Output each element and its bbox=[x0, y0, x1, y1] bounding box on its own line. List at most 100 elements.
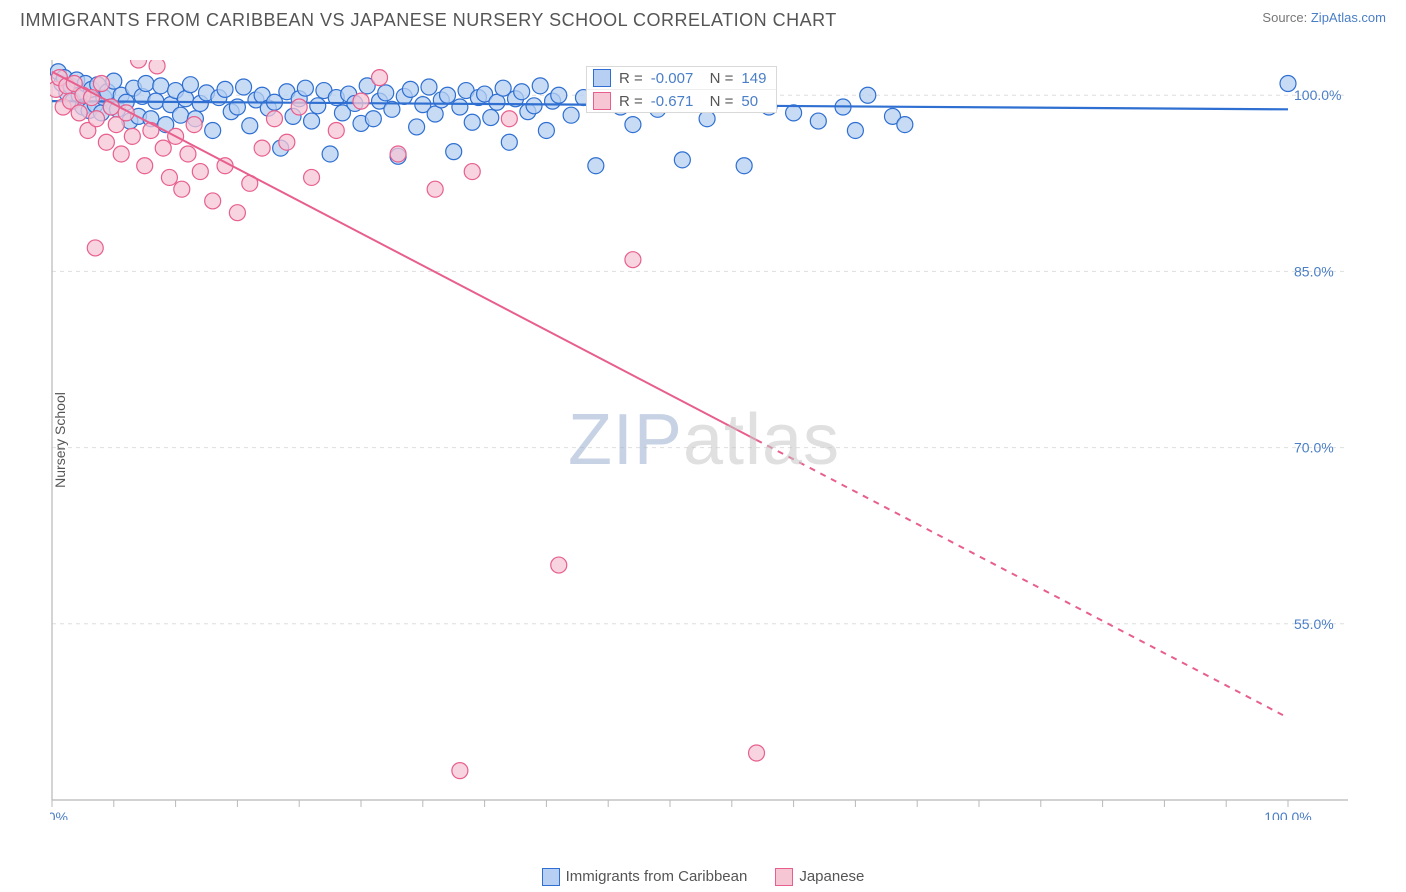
legend-r-value: -0.671 bbox=[651, 93, 694, 110]
data-point-caribbean bbox=[217, 81, 233, 97]
data-point-caribbean bbox=[452, 99, 468, 115]
data-point-japanese bbox=[390, 146, 406, 162]
data-point-japanese bbox=[143, 122, 159, 138]
data-point-japanese bbox=[291, 99, 307, 115]
data-point-caribbean bbox=[304, 113, 320, 129]
data-point-caribbean bbox=[440, 87, 456, 103]
data-point-japanese bbox=[161, 169, 177, 185]
data-point-caribbean bbox=[810, 113, 826, 129]
legend-swatch-japanese bbox=[593, 92, 611, 110]
data-point-japanese bbox=[205, 193, 221, 209]
legend-n-label: N = bbox=[701, 93, 733, 110]
data-point-caribbean bbox=[242, 118, 258, 134]
data-point-japanese bbox=[113, 146, 129, 162]
data-point-caribbean bbox=[409, 119, 425, 135]
legend-swatch-caribbean bbox=[542, 868, 560, 886]
legend-item-caribbean: Immigrants from Caribbean bbox=[542, 868, 748, 886]
data-point-japanese bbox=[180, 146, 196, 162]
data-point-caribbean bbox=[421, 79, 437, 95]
data-point-caribbean bbox=[538, 122, 554, 138]
data-point-japanese bbox=[71, 105, 87, 121]
data-point-japanese bbox=[131, 60, 147, 68]
data-point-caribbean bbox=[674, 152, 690, 168]
data-point-japanese bbox=[427, 181, 443, 197]
data-point-japanese bbox=[88, 111, 104, 127]
legend-n-value: 50 bbox=[741, 93, 758, 110]
data-point-caribbean bbox=[1280, 75, 1296, 91]
regression-line-japanese bbox=[52, 72, 757, 440]
data-point-caribbean bbox=[378, 85, 394, 101]
y-tick-label: 70.0% bbox=[1294, 440, 1334, 456]
data-point-japanese bbox=[93, 75, 109, 91]
source-label: Source: bbox=[1262, 10, 1307, 25]
data-point-caribbean bbox=[514, 84, 530, 100]
legend-n-value: 149 bbox=[741, 70, 766, 87]
data-point-caribbean bbox=[847, 122, 863, 138]
data-point-japanese bbox=[625, 252, 641, 268]
y-tick-label: 55.0% bbox=[1294, 616, 1334, 632]
legend-r-label: R = bbox=[619, 93, 643, 110]
legend-r-label: R = bbox=[619, 70, 643, 87]
data-point-caribbean bbox=[322, 146, 338, 162]
data-point-caribbean bbox=[588, 158, 604, 174]
data-point-japanese bbox=[279, 134, 295, 150]
data-point-caribbean bbox=[897, 117, 913, 133]
data-point-japanese bbox=[372, 70, 388, 86]
data-point-japanese bbox=[551, 557, 567, 573]
data-point-japanese bbox=[174, 181, 190, 197]
chart-area: Nursery School 55.0%70.0%85.0%100.0%0.0%… bbox=[50, 60, 1358, 820]
data-point-caribbean bbox=[736, 158, 752, 174]
legend-item-japanese: Japanese bbox=[775, 868, 864, 886]
legend-swatch-japanese bbox=[775, 868, 793, 886]
legend-label-japanese: Japanese bbox=[799, 868, 864, 885]
data-point-caribbean bbox=[563, 107, 579, 123]
chart-title: IMMIGRANTS FROM CARIBBEAN VS JAPANESE NU… bbox=[20, 10, 837, 31]
data-point-caribbean bbox=[365, 111, 381, 127]
data-point-japanese bbox=[353, 93, 369, 109]
y-tick-label: 100.0% bbox=[1294, 87, 1341, 103]
data-point-japanese bbox=[749, 745, 765, 761]
regression-line-dashed-japanese bbox=[757, 440, 1288, 718]
data-point-caribbean bbox=[236, 79, 252, 95]
source-link[interactable]: ZipAtlas.com bbox=[1311, 10, 1386, 25]
data-point-japanese bbox=[254, 140, 270, 156]
data-point-japanese bbox=[452, 763, 468, 779]
data-point-japanese bbox=[328, 122, 344, 138]
data-point-caribbean bbox=[205, 122, 221, 138]
legend-n-label: N = bbox=[701, 70, 733, 87]
legend-swatch-caribbean bbox=[593, 69, 611, 87]
data-point-caribbean bbox=[501, 134, 517, 150]
data-point-japanese bbox=[137, 158, 153, 174]
data-point-japanese bbox=[186, 117, 202, 133]
legend-correlation-row-japanese: R = -0.671 N = 50 bbox=[587, 89, 776, 112]
data-point-caribbean bbox=[625, 117, 641, 133]
data-point-caribbean bbox=[526, 98, 542, 114]
legend-bottom: Immigrants from Caribbean Japanese bbox=[0, 868, 1406, 886]
y-axis-label: Nursery School bbox=[52, 392, 68, 488]
data-point-caribbean bbox=[860, 87, 876, 103]
data-point-japanese bbox=[87, 240, 103, 256]
data-point-caribbean bbox=[551, 87, 567, 103]
data-point-japanese bbox=[124, 128, 140, 144]
data-point-caribbean bbox=[173, 107, 189, 123]
source-attribution: Source: ZipAtlas.com bbox=[1262, 10, 1386, 25]
y-tick-label: 85.0% bbox=[1294, 263, 1334, 279]
legend-correlation-box: R = -0.007 N = 149 R = -0.671 N = 50 bbox=[586, 66, 777, 113]
data-point-japanese bbox=[192, 164, 208, 180]
data-point-caribbean bbox=[182, 77, 198, 93]
data-point-caribbean bbox=[699, 111, 715, 127]
data-point-caribbean bbox=[402, 81, 418, 97]
data-point-japanese bbox=[103, 99, 119, 115]
data-point-japanese bbox=[149, 60, 165, 74]
data-point-japanese bbox=[229, 205, 245, 221]
data-point-caribbean bbox=[464, 114, 480, 130]
legend-r-value: -0.007 bbox=[651, 70, 694, 87]
data-point-caribbean bbox=[483, 110, 499, 126]
scatter-plot-svg: 55.0%70.0%85.0%100.0%0.0%100.0% bbox=[50, 60, 1358, 820]
data-point-caribbean bbox=[138, 75, 154, 91]
data-point-japanese bbox=[98, 134, 114, 150]
data-point-japanese bbox=[155, 140, 171, 156]
data-point-caribbean bbox=[297, 80, 313, 96]
legend-correlation-row-caribbean: R = -0.007 N = 149 bbox=[587, 67, 776, 89]
x-tick-label: 100.0% bbox=[1264, 809, 1311, 820]
